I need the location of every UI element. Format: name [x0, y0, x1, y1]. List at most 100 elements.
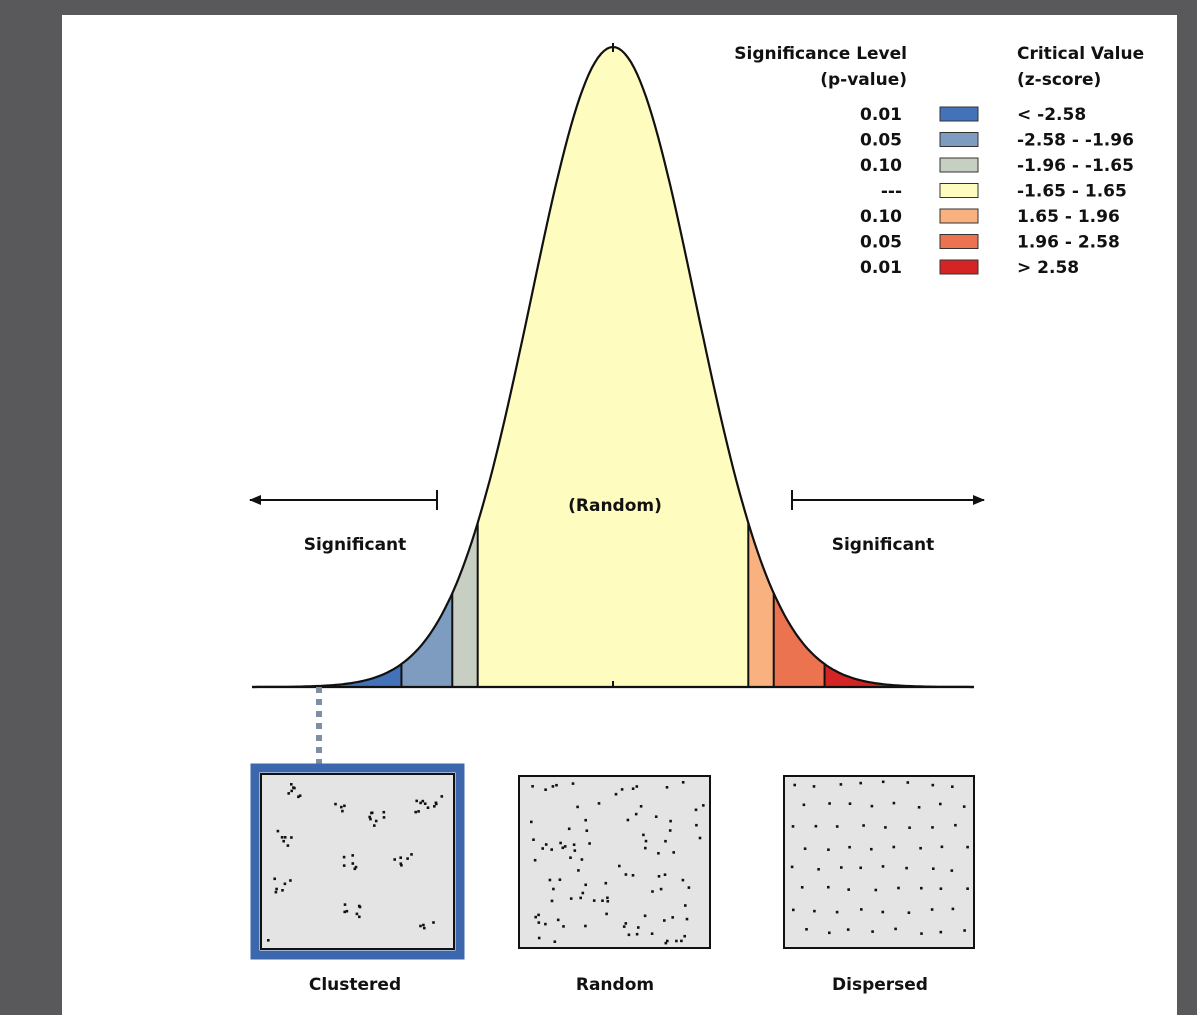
legend-pvalue: 0.10 — [860, 156, 902, 176]
clustered-point — [369, 817, 372, 821]
dispersed-point — [892, 801, 896, 805]
clustered-point — [419, 924, 422, 928]
clustered-point — [283, 882, 287, 886]
random-point — [642, 833, 645, 837]
dispersed-point — [791, 825, 795, 828]
legend-row: 0.05 -2.58 - -1.96 — [860, 131, 1134, 151]
legend-swatch — [939, 132, 979, 147]
random-point — [622, 925, 626, 928]
random-point — [531, 785, 534, 788]
random-point — [675, 939, 678, 943]
dispersed-point — [917, 806, 921, 809]
random-point — [669, 819, 672, 823]
dispersed-point — [827, 848, 830, 851]
random-point — [664, 839, 667, 843]
legend-zscore: 1.96 - 2.58 — [1017, 233, 1120, 253]
clustered-point — [340, 805, 343, 809]
random-point — [561, 846, 565, 850]
dispersed-point — [966, 887, 969, 890]
legend-pvalue: 0.05 — [860, 233, 902, 253]
clustered-point — [433, 805, 436, 808]
legend-row: --- -1.65 - 1.65 — [881, 182, 1127, 202]
random-panel — [518, 775, 711, 949]
random-point — [624, 922, 628, 925]
random-point — [685, 917, 689, 921]
clustered-point — [273, 877, 276, 881]
clustered-point — [298, 794, 302, 797]
significant-right-label: Significant — [832, 535, 935, 555]
dispersed-point — [881, 910, 885, 914]
random-point — [584, 818, 587, 822]
random-point — [537, 936, 541, 940]
random-point — [614, 792, 618, 796]
legend-pvalue: 0.10 — [860, 207, 902, 227]
clustered-point — [421, 799, 425, 803]
dispersed-point — [790, 865, 794, 869]
dispersed-point — [793, 783, 796, 787]
dispersed-point — [907, 911, 911, 914]
pattern-dispersed: Dispersed — [783, 775, 975, 995]
legend-row: 0.01 < -2.58 — [860, 105, 1086, 125]
dispersed-point — [930, 908, 934, 911]
random-point — [654, 815, 658, 818]
dispersed-label: Dispersed — [832, 975, 928, 995]
dispersed-point — [805, 928, 808, 931]
random-point — [537, 921, 541, 924]
legend-zscore: > 2.58 — [1017, 258, 1079, 278]
clustered-point — [351, 854, 354, 857]
significant-left-label: Significant — [304, 535, 407, 555]
clustered-point — [267, 939, 270, 942]
random-point — [635, 785, 639, 788]
random-point — [567, 827, 571, 831]
legend-pvalue: 0.05 — [860, 131, 902, 151]
clustered-points — [267, 783, 444, 942]
legend-zscore: -1.96 - -1.65 — [1017, 156, 1134, 176]
dispersed-point — [963, 929, 966, 932]
legend-pvalue: 0.01 — [860, 258, 902, 278]
random-point — [550, 848, 553, 851]
legend-swatch — [939, 259, 979, 275]
dispersed-point — [894, 927, 897, 931]
random-point — [572, 843, 576, 846]
random-point — [580, 858, 584, 861]
random-point — [620, 788, 624, 791]
clustered-point — [297, 795, 300, 799]
dispersed-point — [828, 931, 831, 935]
clustered-point — [286, 844, 290, 847]
clustered-point — [370, 811, 374, 815]
random-point — [634, 812, 638, 816]
random-point — [544, 922, 547, 926]
dispersed-point — [884, 826, 887, 829]
legend-heading-pvalue: (p-value) — [820, 70, 907, 90]
dispersed-point — [800, 886, 804, 889]
clustered-point — [341, 809, 344, 813]
random-point — [604, 881, 608, 885]
legend-pvalue: 0.01 — [860, 105, 902, 125]
random-point — [702, 804, 705, 807]
random-point — [672, 851, 675, 854]
clustered-point — [422, 923, 425, 927]
clustered-point — [399, 862, 403, 865]
clustered-point — [432, 921, 435, 924]
legend-rows: 0.01 < -2.58 0.05 -2.58 - -1.96 0.10 -1.96 - … — [860, 105, 1134, 278]
dispersed-point — [848, 802, 852, 805]
random-point — [684, 904, 687, 907]
clustered-point — [282, 839, 285, 843]
dispersed-point — [835, 910, 839, 914]
legend-row: 0.05 1.96 - 2.58 — [860, 233, 1120, 253]
clustered-point — [373, 824, 376, 827]
random-point — [588, 842, 591, 845]
clustered-point — [358, 915, 361, 919]
clustered-point — [419, 801, 422, 805]
clustered-point — [355, 912, 359, 916]
clustered-point — [283, 836, 287, 839]
pattern-clustered: Clustered — [250, 763, 465, 995]
dispersed-point — [827, 885, 830, 889]
random-point — [637, 926, 640, 929]
clustered-point — [374, 819, 378, 823]
legend-heading-critical-value: Critical Value — [1017, 44, 1144, 64]
random-point — [687, 886, 691, 889]
dispersed-point — [860, 908, 863, 911]
random-point — [668, 829, 672, 832]
random-point — [597, 802, 601, 805]
